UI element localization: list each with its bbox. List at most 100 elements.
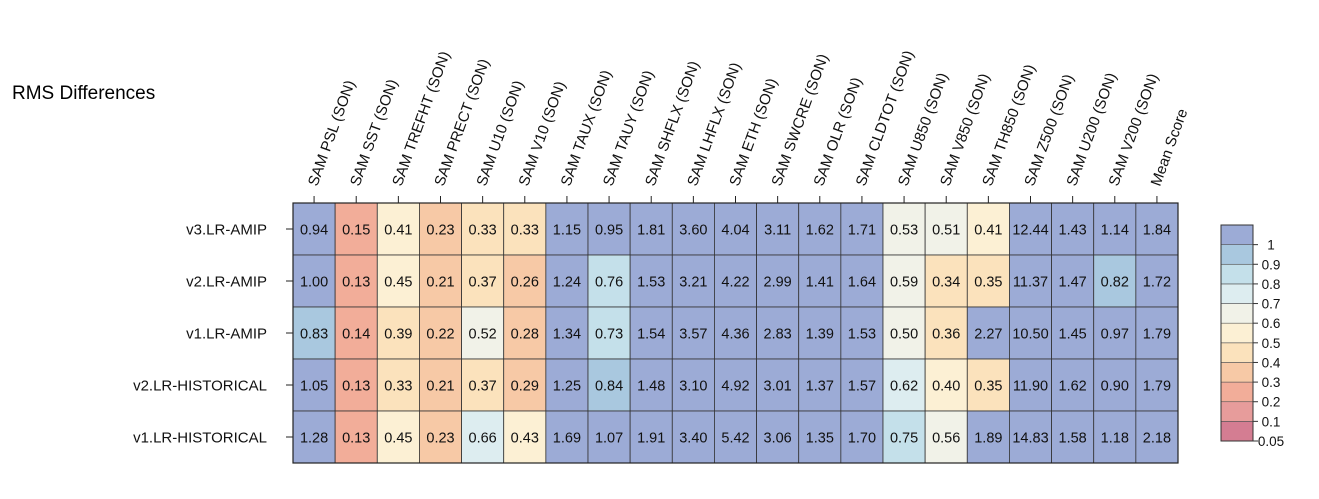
colorbar-border (1220, 224, 1254, 442)
colorbar-label: 0.5 (1262, 336, 1281, 351)
cell-value: 0.56 (932, 431, 960, 447)
heatmap-cell (1009, 254, 1052, 308)
colorbar-bin (1220, 244, 1254, 265)
cell-value: 1.84 (1143, 223, 1171, 239)
cell-value: 11.37 (1013, 275, 1048, 291)
chart-title: RMS Differences (12, 83, 156, 104)
cell-value: 1.91 (637, 431, 665, 447)
cell-value: 1.69 (553, 431, 581, 447)
heatmap-cell (966, 358, 1010, 412)
heatmap-cell (1135, 254, 1179, 308)
cell-value: 3.60 (679, 223, 707, 239)
cell-value: 1.39 (806, 327, 834, 343)
cell-value: 0.33 (469, 223, 497, 239)
cell-value: 0.83 (300, 327, 328, 343)
cell-value: 5.42 (721, 431, 749, 447)
cell-value: 0.82 (1101, 275, 1129, 291)
cell-value: 2.27 (974, 327, 1002, 343)
cell-value: 0.45 (384, 431, 412, 447)
cell-value: 1.28 (300, 431, 328, 447)
heatmap-cell (671, 306, 715, 360)
colorbar-label: 0.2 (1262, 395, 1281, 410)
cell-value: 1.79 (1143, 327, 1171, 343)
heatmap-cell (587, 358, 631, 412)
cell-value: 0.52 (469, 327, 497, 343)
cell-value: 0.33 (384, 379, 412, 395)
heatmap-cell (1135, 306, 1179, 360)
heatmap-cell (629, 306, 673, 360)
colorbar-bin (1220, 224, 1254, 245)
colorbar-bin (1220, 362, 1254, 383)
cell-value: 1.89 (974, 431, 1002, 447)
heatmap-cell (756, 202, 800, 256)
cell-value: 0.95 (595, 223, 623, 239)
cell-value: 1.35 (806, 431, 834, 447)
cell-value: 1.81 (637, 223, 665, 239)
heatmap-cell (503, 202, 547, 256)
cell-value: 0.21 (426, 379, 454, 395)
heatmap-cell (292, 306, 336, 360)
heatmap-cell (503, 306, 547, 360)
cell-value: 0.41 (974, 223, 1002, 239)
heatmap-cell (461, 410, 505, 464)
heatmap-cell (1051, 306, 1095, 360)
cell-value: 0.90 (1101, 379, 1129, 395)
colorbar-bin (1220, 381, 1254, 403)
cell-value: 1.37 (806, 379, 834, 395)
cell-value: 1.34 (553, 327, 581, 343)
cell-value: 0.34 (932, 275, 960, 291)
heatmap-cell (798, 254, 842, 308)
cell-value: 0.53 (890, 223, 918, 239)
colorbar-bin (1220, 263, 1254, 285)
cell-value: 0.13 (342, 379, 370, 395)
cell-value: 0.21 (426, 275, 454, 291)
heatmap-cell (840, 306, 884, 360)
colorbar-bin (1220, 342, 1254, 363)
cell-value: 12.44 (1012, 223, 1048, 239)
cell-value: 0.26 (511, 275, 539, 291)
colorbar-label: 0.4 (1262, 355, 1281, 370)
row-label: v2.LR-HISTORICAL (133, 378, 267, 395)
cell-value: 0.94 (300, 223, 328, 239)
cell-value: 1.71 (848, 223, 876, 239)
cell-value: 0.22 (426, 327, 454, 343)
heatmap-cell (587, 254, 631, 308)
heatmap-cell (1051, 410, 1095, 464)
heatmap-cell (840, 202, 884, 256)
cell-value: 1.53 (848, 327, 876, 343)
column-label: Mean Score (1148, 107, 1192, 189)
cell-value: 2.83 (764, 327, 792, 343)
heatmap-cell (924, 254, 968, 308)
heatmap-cell (924, 306, 968, 360)
heatmap-cell (1051, 358, 1095, 412)
cell-value: 4.36 (721, 327, 749, 343)
cell-value: 0.23 (426, 223, 454, 239)
cell-value: 4.92 (721, 379, 749, 395)
cell-value: 1.43 (1059, 223, 1087, 239)
cell-value: 1.07 (595, 431, 623, 447)
cell-value: 1.45 (1059, 327, 1087, 343)
cell-value: 1.57 (848, 379, 876, 395)
heatmap-cell (714, 202, 757, 256)
cell-value: 0.23 (426, 431, 454, 447)
cell-value: 0.13 (342, 275, 370, 291)
heatmap-cell (1093, 254, 1137, 308)
cell-value: 1.24 (553, 275, 581, 291)
heatmap-cell (798, 306, 842, 360)
cell-value: 1.00 (300, 275, 328, 291)
heatmap-cell (798, 410, 842, 464)
cell-value: 0.66 (469, 431, 497, 447)
cell-value: 0.15 (342, 223, 370, 239)
cell-value: 1.58 (1059, 431, 1087, 447)
cell-value: 0.43 (511, 431, 539, 447)
cell-value: 3.21 (679, 275, 707, 291)
heatmap-cell (966, 254, 1010, 308)
colorbar-label: 0.1 (1262, 414, 1281, 429)
cell-value: 1.18 (1101, 431, 1129, 447)
cell-value: 1.64 (848, 275, 876, 291)
colorbar-bin (1220, 303, 1254, 324)
cell-value: 11.90 (1013, 379, 1048, 395)
colorbar-bin (1220, 401, 1254, 422)
heatmap-cell (671, 358, 715, 412)
cell-value: 0.41 (384, 223, 412, 239)
